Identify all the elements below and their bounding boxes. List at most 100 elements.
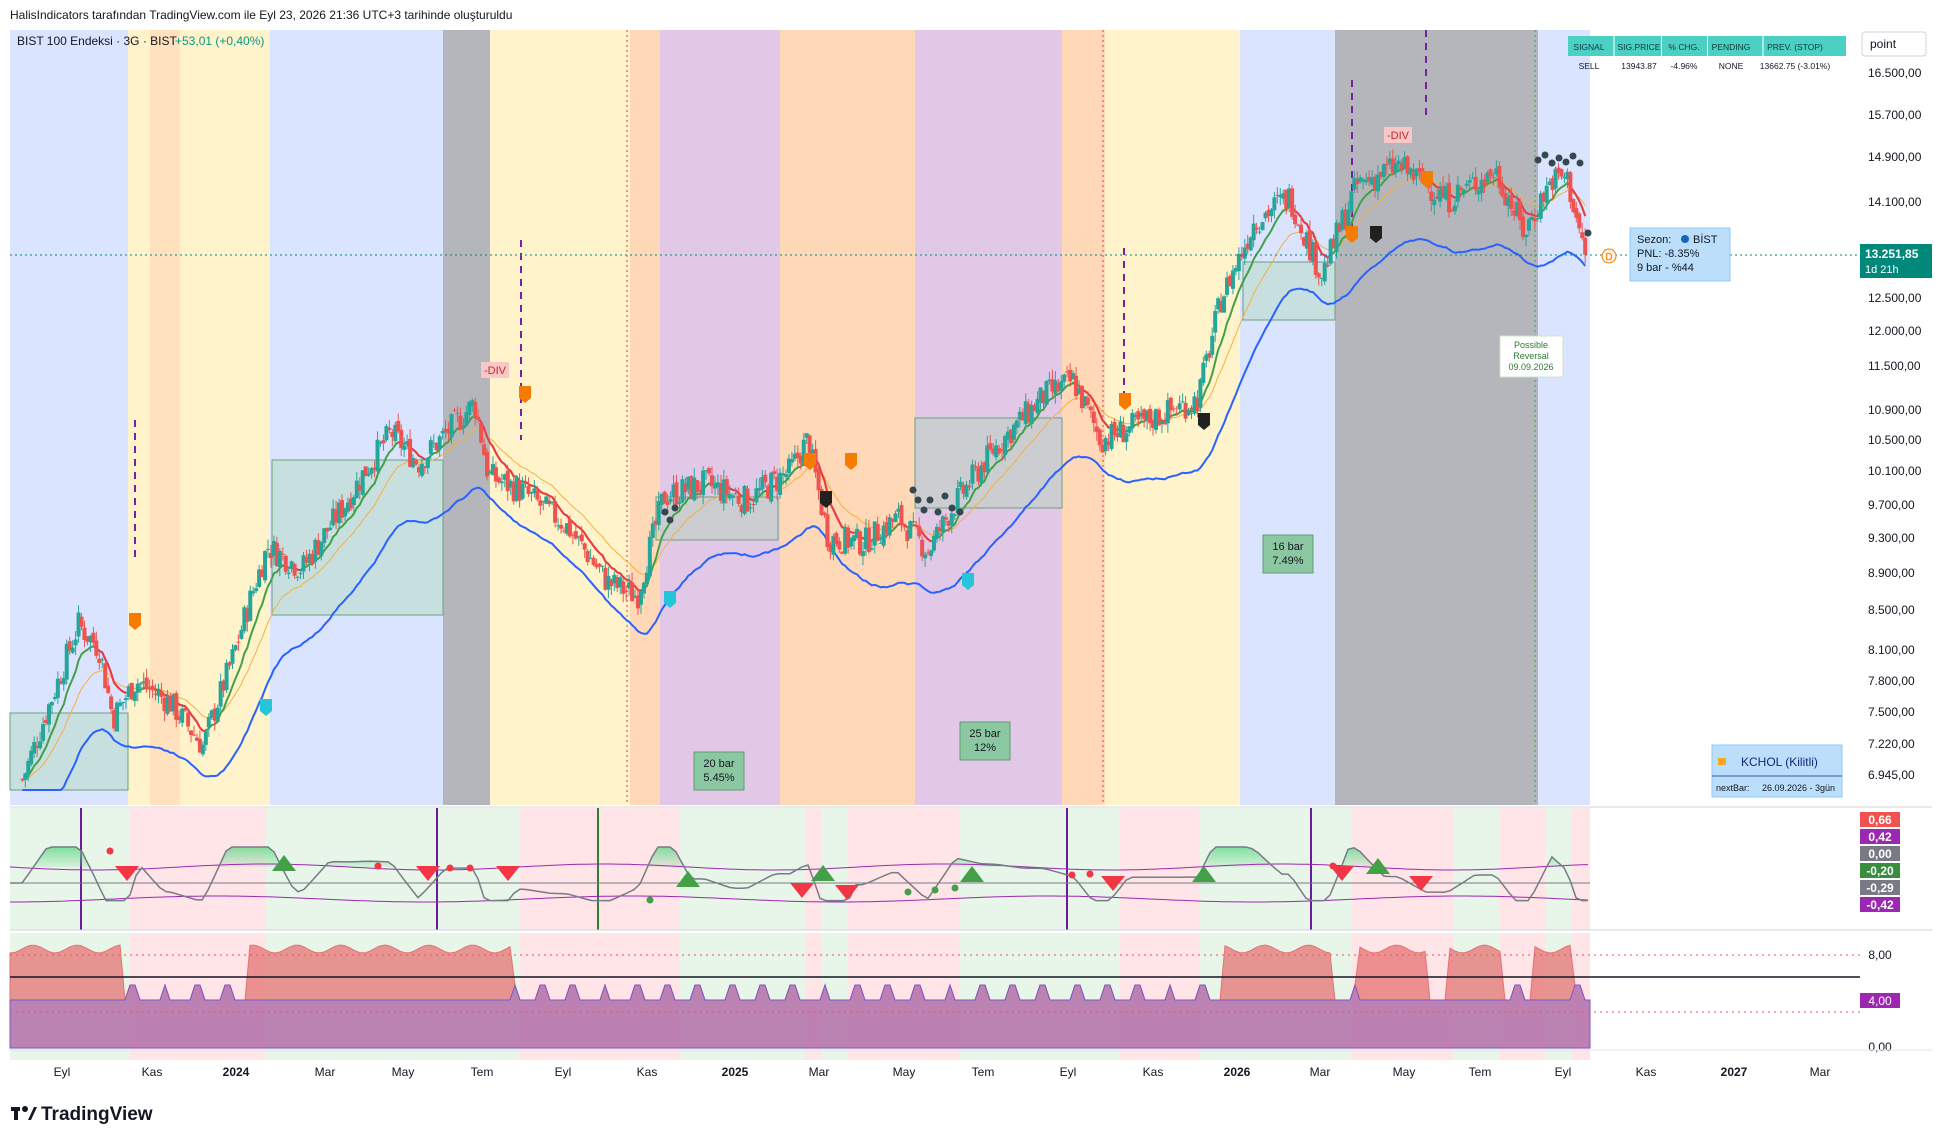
candle-body — [1233, 268, 1238, 272]
oscillator-axis-label: -0,29 — [1866, 881, 1894, 895]
candle-body — [792, 453, 797, 459]
candle-body — [1103, 438, 1108, 452]
candle-body — [94, 640, 99, 656]
candle-body — [1479, 179, 1484, 194]
candle-body — [1044, 380, 1049, 405]
price-axis-label: 11.500,00 — [1868, 359, 1921, 373]
candle-body — [1118, 421, 1123, 438]
candle-body — [1518, 201, 1523, 221]
candle-body — [852, 535, 857, 542]
candle-body — [1100, 444, 1105, 453]
price-axis-label: 8.900,00 — [1868, 566, 1915, 580]
candle-body — [1177, 403, 1182, 410]
candle-body — [1127, 426, 1132, 433]
candle-body — [633, 596, 638, 598]
candle-body — [982, 462, 987, 473]
scale-mode-button[interactable] — [1861, 31, 1927, 57]
candle-body — [1145, 410, 1150, 421]
candle-body — [1521, 216, 1526, 238]
candle-body — [1162, 421, 1167, 425]
candle-body — [1556, 167, 1561, 173]
time-axis-label: Kas — [637, 1065, 658, 1079]
locked-panel[interactable]: KCHOL (Kilitli) nextBar: 26.09.2026 - 3g… — [1711, 744, 1843, 798]
tradingview-logo[interactable]: TradingView — [11, 1104, 153, 1125]
candle-body — [1035, 398, 1040, 414]
orange-ma-line — [22, 177, 1586, 781]
candle-body — [733, 493, 738, 495]
season-band — [1062, 30, 1105, 805]
candle-body — [849, 537, 854, 547]
candle-body — [1387, 158, 1392, 164]
time-axis-label: Eyl — [555, 1065, 572, 1079]
candle-body — [310, 553, 315, 564]
position-season: Sezon: — [1637, 234, 1671, 246]
candle-body — [1248, 237, 1253, 251]
svg-text:25 bar: 25 bar — [969, 728, 1001, 740]
candle-body — [1515, 202, 1520, 217]
candle-body — [76, 612, 81, 637]
season-band — [150, 30, 180, 805]
candle-body — [1257, 231, 1262, 233]
candle-body — [1367, 176, 1372, 182]
candle-body — [1373, 176, 1378, 189]
candle-body — [641, 582, 646, 594]
candle-body — [44, 719, 49, 724]
price-axis-label: 7.800,00 — [1868, 674, 1915, 688]
candle-body — [949, 513, 954, 526]
oscillator-band — [597, 808, 680, 930]
candle-body — [612, 574, 617, 584]
candle-body — [1355, 179, 1360, 185]
candle-body — [760, 477, 765, 490]
lock-icon — [1718, 758, 1726, 765]
candle-body — [118, 702, 123, 706]
candle-body — [653, 520, 658, 525]
candle-body — [1124, 433, 1129, 442]
candle-body — [1313, 242, 1318, 275]
candle-body — [511, 482, 516, 502]
price-axis-label: 10.900,00 — [1868, 403, 1922, 417]
candle-body — [878, 542, 883, 544]
candle-body — [461, 425, 466, 427]
price-axis-label: 10.500,00 — [1868, 433, 1922, 447]
candle-body — [194, 737, 199, 741]
candle-body — [372, 467, 377, 470]
candle-body — [914, 524, 919, 526]
candle-body — [1225, 277, 1230, 295]
dot-marker — [661, 508, 669, 516]
time-axis-label: 2027 — [1721, 1065, 1748, 1079]
candle-body — [1402, 156, 1407, 168]
buy-triangle-icon — [272, 855, 296, 871]
candle-body — [1488, 169, 1493, 177]
candle-body — [775, 476, 780, 491]
candle-body — [973, 466, 978, 468]
candle-body — [260, 569, 265, 578]
oscillator-band — [960, 808, 1065, 930]
candle-body — [985, 445, 990, 473]
candle-body — [751, 504, 756, 506]
oscillator-band — [1352, 808, 1368, 930]
signal-table-header: PREV. (STOP) — [1767, 42, 1823, 52]
candle-body — [517, 479, 522, 501]
candle-body — [402, 445, 407, 450]
candle-body — [112, 710, 117, 729]
candle-body — [340, 500, 345, 518]
candle-body — [801, 439, 806, 467]
candle-body — [656, 501, 661, 526]
candle-body — [1174, 412, 1179, 414]
candle-body — [485, 451, 490, 477]
oscillator-axis-badge — [1860, 897, 1900, 912]
oscillator-axis-badge — [1860, 846, 1900, 861]
candle-body — [739, 505, 744, 513]
oscillator-axis-badge — [1860, 829, 1900, 844]
position-box: Sezon: BİST PNL: -8.35% 9 bar - %44 — [1629, 227, 1731, 282]
candle-body — [529, 492, 534, 494]
orange-signal-icon — [1421, 171, 1433, 188]
candle-body — [701, 470, 706, 496]
symbol-label[interactable]: BIST 100 Endeksi · 3G · BIST — [17, 34, 178, 48]
candle-body — [159, 691, 164, 697]
candle-body — [289, 561, 294, 570]
candle-body — [32, 741, 37, 754]
candle-body — [1278, 194, 1283, 198]
candle-body — [550, 502, 555, 504]
